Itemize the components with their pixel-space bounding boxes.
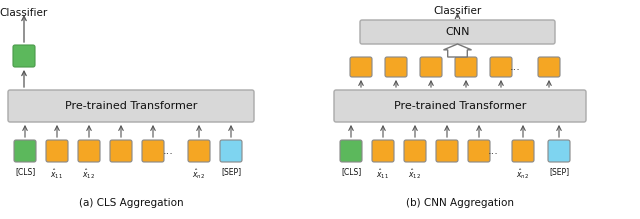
Text: ...: ... xyxy=(488,146,499,156)
Text: [CLS]: [CLS] xyxy=(341,167,361,176)
Polygon shape xyxy=(444,44,472,57)
Text: $\hat{x}_{12}$: $\hat{x}_{12}$ xyxy=(408,167,422,181)
Text: Classifier: Classifier xyxy=(0,8,48,18)
FancyBboxPatch shape xyxy=(420,57,442,77)
FancyBboxPatch shape xyxy=(340,140,362,162)
FancyBboxPatch shape xyxy=(360,20,555,44)
FancyBboxPatch shape xyxy=(404,140,426,162)
FancyBboxPatch shape xyxy=(350,57,372,77)
FancyBboxPatch shape xyxy=(334,90,586,122)
FancyBboxPatch shape xyxy=(142,140,164,162)
FancyBboxPatch shape xyxy=(8,90,254,122)
FancyBboxPatch shape xyxy=(490,57,512,77)
Text: (a) CLS Aggregation: (a) CLS Aggregation xyxy=(79,198,183,208)
Text: (b) CNN Aggregation: (b) CNN Aggregation xyxy=(406,198,514,208)
Text: ...: ... xyxy=(509,62,520,72)
Text: ...: ... xyxy=(163,146,173,156)
Text: [SEP]: [SEP] xyxy=(549,167,569,176)
Text: Pre-trained Transformer: Pre-trained Transformer xyxy=(394,101,526,111)
Text: Pre-trained Transformer: Pre-trained Transformer xyxy=(65,101,197,111)
FancyBboxPatch shape xyxy=(455,57,477,77)
FancyBboxPatch shape xyxy=(538,57,560,77)
FancyBboxPatch shape xyxy=(548,140,570,162)
Text: $\hat{x}_{12}$: $\hat{x}_{12}$ xyxy=(83,167,95,181)
FancyBboxPatch shape xyxy=(13,45,35,67)
FancyBboxPatch shape xyxy=(436,140,458,162)
Text: [CLS]: [CLS] xyxy=(15,167,35,176)
FancyBboxPatch shape xyxy=(220,140,242,162)
FancyBboxPatch shape xyxy=(46,140,68,162)
FancyBboxPatch shape xyxy=(78,140,100,162)
Text: $\hat{x}_{n2}$: $\hat{x}_{n2}$ xyxy=(516,167,529,181)
FancyBboxPatch shape xyxy=(512,140,534,162)
FancyBboxPatch shape xyxy=(110,140,132,162)
FancyBboxPatch shape xyxy=(468,140,490,162)
FancyBboxPatch shape xyxy=(372,140,394,162)
Text: Classifier: Classifier xyxy=(433,6,482,16)
FancyBboxPatch shape xyxy=(14,140,36,162)
Text: $\hat{x}_{11}$: $\hat{x}_{11}$ xyxy=(51,167,63,181)
Text: CNN: CNN xyxy=(445,27,470,37)
FancyBboxPatch shape xyxy=(385,57,407,77)
FancyBboxPatch shape xyxy=(188,140,210,162)
Text: $\hat{x}_{11}$: $\hat{x}_{11}$ xyxy=(376,167,390,181)
Text: [SEP]: [SEP] xyxy=(221,167,241,176)
Text: $\hat{x}_{n2}$: $\hat{x}_{n2}$ xyxy=(193,167,205,181)
